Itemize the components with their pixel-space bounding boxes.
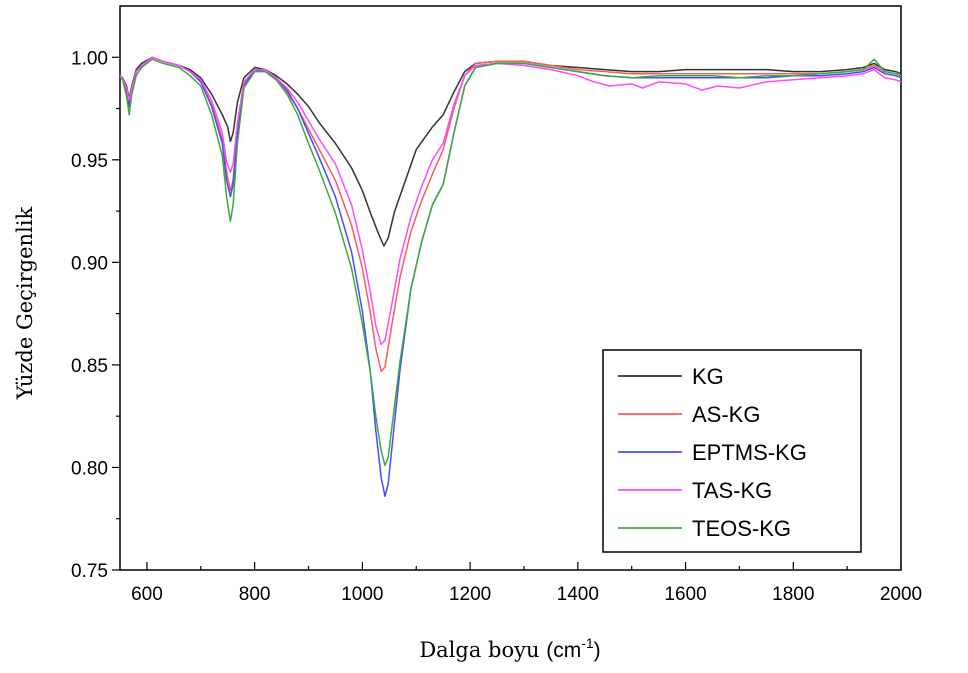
legend-label-kg: KG (692, 364, 724, 389)
x-tick-label: 600 (131, 584, 163, 605)
legend-label-teos-kg: TEOS-KG (692, 516, 791, 541)
y-tick-label: 0.95 (71, 151, 108, 172)
y-tick-label: 0.75 (71, 561, 108, 582)
series-line-tas-kg (119, 56, 902, 346)
x-tick-label: 1000 (341, 584, 383, 605)
legend-label-tas-kg: TAS-KG (692, 478, 772, 503)
series-lines (119, 56, 902, 497)
y-tick-label: 1.00 (71, 48, 108, 69)
x-tick-label: 800 (239, 584, 271, 605)
x-axis-unit-exponent: -1 (581, 635, 594, 651)
y-tick-label: 0.90 (71, 253, 108, 274)
x-axis-title-text: Dalga boyu (419, 638, 539, 662)
legend-label-eptms-kg: EPTMS-KG (692, 440, 807, 465)
legend-items: KG AS-KG EPTMS-KG TAS-KG TEOS-KG (618, 364, 807, 541)
x-tick-label: 1600 (664, 584, 706, 605)
series-line-kg (119, 56, 902, 247)
y-tick-label: 0.85 (71, 356, 108, 377)
y-axis-title: Yüzde Geçirgenlik (13, 207, 37, 401)
x-tick-label: 1400 (557, 584, 599, 605)
legend-label-as-kg: AS-KG (692, 402, 760, 427)
x-tick-label: 1800 (772, 584, 814, 605)
series-line-teos-kg (119, 58, 902, 467)
y-tick-label: 0.80 (71, 458, 108, 479)
x-tick-label: 2000 (880, 584, 922, 605)
legend-box (602, 349, 862, 553)
x-axis: 600 800 1000 1200 1400 1600 1800 2000 (131, 562, 922, 605)
x-tick-label: 1200 (449, 584, 491, 605)
x-axis-unit-close: ) (594, 639, 601, 662)
legend: KG AS-KG EPTMS-KG TAS-KG TEOS-KG (602, 349, 862, 553)
x-axis-title: Dalga boyu (cm-1) (419, 635, 600, 662)
x-axis-unit: (cm (546, 639, 581, 662)
y-axis: 0.75 0.80 0.85 0.90 0.95 1.00 (71, 48, 120, 582)
